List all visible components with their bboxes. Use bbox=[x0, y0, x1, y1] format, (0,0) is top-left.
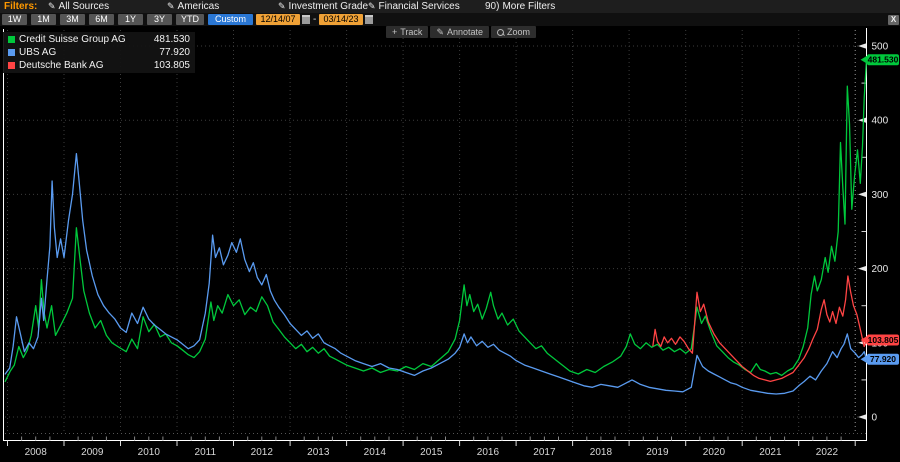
svg-text:2014: 2014 bbox=[364, 447, 387, 458]
legend-item-deutsche-bank[interactable]: Deutsche Bank AG 103.805 bbox=[3, 59, 195, 72]
zoom-button[interactable]: Zoom bbox=[491, 26, 537, 38]
range-ytd-button[interactable]: YTD bbox=[176, 14, 204, 25]
series-swatch bbox=[8, 49, 15, 56]
legend-item-ubs[interactable]: UBS AG 77.920 bbox=[3, 46, 195, 59]
filters-label: Filters: bbox=[4, 1, 38, 12]
pencil-icon: ✎ bbox=[48, 1, 56, 11]
series-name: Credit Suisse Group AG bbox=[19, 34, 126, 45]
svg-text:500: 500 bbox=[872, 42, 889, 53]
range-1w-button[interactable]: 1W bbox=[2, 14, 27, 25]
menu-number-prefix: 90) bbox=[485, 1, 500, 12]
svg-text:2017: 2017 bbox=[533, 447, 556, 458]
chart-toolbar: + Track ✎ Annotate Zoom bbox=[386, 26, 537, 38]
close-button[interactable]: X bbox=[888, 15, 899, 25]
svg-text:2008: 2008 bbox=[25, 447, 48, 458]
svg-text:0: 0 bbox=[872, 413, 878, 424]
svg-text:2021: 2021 bbox=[759, 447, 782, 458]
filter-investment-grade[interactable]: ✎ Investment Grade bbox=[278, 1, 369, 12]
svg-text:2016: 2016 bbox=[477, 447, 500, 458]
filter-financial-services[interactable]: ✎ Financial Services bbox=[368, 1, 460, 12]
svg-text:2018: 2018 bbox=[590, 447, 613, 458]
track-button[interactable]: + Track bbox=[386, 26, 429, 38]
date-range-separator: - bbox=[313, 14, 317, 25]
pencil-icon: ✎ bbox=[278, 1, 286, 11]
end-date-field[interactable]: 03/14/23 bbox=[319, 14, 363, 25]
svg-text:200: 200 bbox=[872, 264, 889, 275]
filter-americas[interactable]: ✎ Americas bbox=[167, 1, 220, 12]
series-swatch bbox=[8, 36, 15, 43]
calendar-icon[interactable] bbox=[302, 15, 310, 24]
annotate-button[interactable]: ✎ Annotate bbox=[430, 26, 490, 38]
legend-item-credit-suisse[interactable]: Credit Suisse Group AG 481.530 bbox=[3, 33, 195, 46]
svg-text:2012: 2012 bbox=[251, 447, 274, 458]
svg-text:77.920: 77.920 bbox=[870, 354, 896, 364]
start-date-field[interactable]: 12/14/07 bbox=[256, 14, 300, 25]
svg-text:2011: 2011 bbox=[195, 447, 217, 458]
svg-text:2010: 2010 bbox=[138, 447, 161, 458]
range-custom-button[interactable]: Custom bbox=[208, 14, 253, 25]
series-name: UBS AG bbox=[19, 47, 57, 58]
svg-text:2022: 2022 bbox=[816, 447, 839, 458]
filter-all-sources[interactable]: ✎ All Sources bbox=[48, 1, 110, 12]
series-last-value: 77.920 bbox=[159, 47, 190, 58]
svg-text:300: 300 bbox=[872, 190, 889, 201]
range-1m-button[interactable]: 1M bbox=[31, 14, 56, 25]
calendar-icon[interactable] bbox=[365, 15, 373, 24]
filters-bar: Filters: ✎ All Sources ✎ Americas ✎ Investm… bbox=[0, 0, 900, 13]
series-name: Deutsche Bank AG bbox=[19, 60, 104, 71]
series-swatch bbox=[8, 62, 15, 69]
range-3y-button[interactable]: 3Y bbox=[147, 14, 172, 25]
svg-text:2019: 2019 bbox=[646, 447, 669, 458]
crosshair-icon: + bbox=[392, 27, 398, 37]
series-last-value: 103.805 bbox=[153, 60, 190, 71]
range-1y-button[interactable]: 1Y bbox=[118, 14, 143, 25]
range-bar: 1W 1M 3M 6M 1Y 3Y YTD Custom 12/14/07 - … bbox=[0, 13, 900, 26]
svg-text:2009: 2009 bbox=[81, 447, 104, 458]
series-last-value: 481.530 bbox=[153, 34, 190, 45]
svg-text:2015: 2015 bbox=[420, 447, 443, 458]
more-filters-button[interactable]: 90) More Filters bbox=[485, 1, 556, 12]
svg-text:103.805: 103.805 bbox=[868, 335, 899, 345]
magnifier-icon bbox=[497, 28, 505, 36]
svg-text:2020: 2020 bbox=[703, 447, 726, 458]
pencil-icon: ✎ bbox=[436, 27, 444, 37]
pencil-icon: ✎ bbox=[368, 1, 376, 11]
pencil-icon: ✎ bbox=[167, 1, 175, 11]
svg-text:400: 400 bbox=[872, 116, 889, 127]
svg-text:2013: 2013 bbox=[307, 447, 330, 458]
range-6m-button[interactable]: 6M bbox=[89, 14, 114, 25]
chart-legend: Credit Suisse Group AG 481.530 UBS AG 77… bbox=[3, 32, 195, 73]
svg-text:481.530: 481.530 bbox=[868, 55, 899, 65]
range-3m-button[interactable]: 3M bbox=[60, 14, 85, 25]
